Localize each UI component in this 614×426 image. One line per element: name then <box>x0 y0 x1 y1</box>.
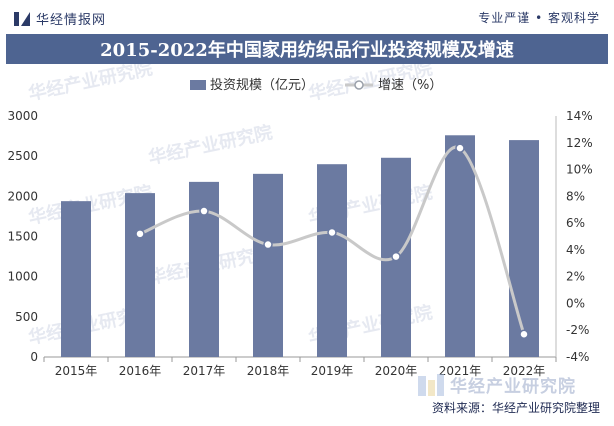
y-right-tick-label: 14% <box>566 109 593 123</box>
legend-line-marker <box>354 80 364 90</box>
growth-point <box>391 251 401 262</box>
y-right-tick-label: 4% <box>566 243 585 257</box>
top-bar: 华经情报网 专业严谨 • 客观科学 <box>0 0 614 34</box>
watermark-logo-icon <box>418 373 444 396</box>
growth-point <box>519 329 529 339</box>
y-left-tick-label: 3000 <box>7 109 38 123</box>
y-left-tick-label: 2000 <box>7 189 38 203</box>
y-left-tick-label: 1000 <box>7 270 38 284</box>
legend: 投资规模（亿元） 增速（%） <box>190 77 442 93</box>
y-right-tick-label: 2% <box>566 270 585 284</box>
x-tick-label: 2021年 <box>439 364 482 378</box>
background-watermark: 华经产业研究院 <box>146 121 274 169</box>
bar <box>445 135 475 357</box>
bar <box>61 201 91 357</box>
y-right-tick-label: 0% <box>566 296 585 310</box>
bar <box>125 193 155 357</box>
chart: 华经产业研究院华经产业研究院华经产业研究院华经产业研究院华经产业研究院华经产业研… <box>7 64 593 378</box>
chart-title: 2015-2022年中国家用纺织品行业投资规模及增速 <box>100 40 514 61</box>
logo-text: 华经情报网 <box>36 13 107 28</box>
brand-logo: 华经情报网 <box>14 9 106 28</box>
legend-bar-label: 投资规模（亿元） <box>210 77 314 93</box>
x-tick-label: 2016年 <box>119 364 162 378</box>
y-right-tick-label: -4% <box>566 350 589 364</box>
x-tick-label: 2017年 <box>183 364 226 378</box>
y-right-tick-label: 8% <box>566 189 585 203</box>
title-bar: 2015-2022年中国家用纺织品行业投资规模及增速 <box>6 34 608 64</box>
y-right-tick-label: 6% <box>566 216 585 230</box>
growth-line <box>139 145 526 335</box>
y-left-tick-label: 1500 <box>7 230 38 244</box>
legend-line-label: 增速（%） <box>378 78 442 93</box>
y-right-tick-label: 12% <box>566 136 593 150</box>
growth-point <box>263 239 273 250</box>
bar <box>317 164 347 357</box>
bar <box>253 173 283 357</box>
background-watermark: 华经产业研究院 <box>26 64 154 105</box>
x-tick-label: 2020年 <box>375 364 418 378</box>
x-tick-label: 2019年 <box>311 364 354 378</box>
x-tick-label: 2022年 <box>503 364 546 378</box>
y-left-tick-label: 500 <box>15 310 38 324</box>
growth-point <box>135 229 145 239</box>
logo-icon <box>14 11 30 26</box>
growth-point <box>199 206 209 216</box>
source-note: 资料来源：华经产业研究院整理 <box>431 401 600 415</box>
x-tick-label: 2015年 <box>55 364 98 378</box>
growth-point <box>327 227 337 238</box>
y-left-tick-label: 0 <box>30 350 38 364</box>
tagline: 专业严谨 • 客观科学 <box>478 11 600 25</box>
y-right-tick-label: 10% <box>566 163 593 177</box>
y-left-tick-label: 2500 <box>7 149 38 163</box>
growth-point <box>455 143 465 153</box>
x-tick-label: 2018年 <box>247 364 290 378</box>
watermark: 华经产业研究院 <box>418 372 576 397</box>
watermark-text: 华经产业研究院 <box>450 377 576 397</box>
y-right-tick-label: -2% <box>566 323 589 337</box>
bar <box>509 140 539 357</box>
legend-bar-swatch <box>190 80 206 90</box>
